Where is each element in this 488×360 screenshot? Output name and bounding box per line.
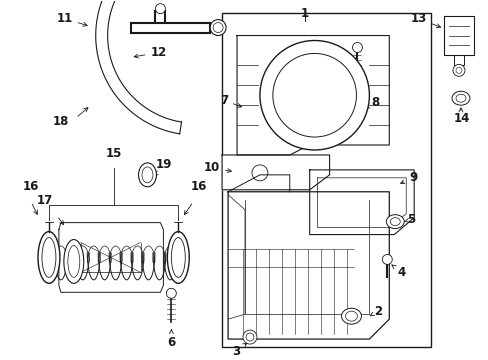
Text: 16: 16 (23, 180, 40, 193)
Circle shape (251, 165, 267, 181)
Text: 18: 18 (53, 115, 69, 128)
Ellipse shape (386, 215, 404, 229)
Ellipse shape (341, 308, 361, 324)
Ellipse shape (138, 163, 156, 187)
Polygon shape (227, 192, 388, 339)
Circle shape (243, 330, 256, 344)
Circle shape (260, 41, 368, 150)
Ellipse shape (38, 231, 60, 283)
Text: 6: 6 (167, 330, 175, 349)
Text: 5: 5 (404, 213, 415, 226)
Text: 3: 3 (231, 343, 246, 357)
Ellipse shape (451, 91, 469, 105)
Ellipse shape (64, 239, 83, 283)
Text: 14: 14 (453, 112, 469, 125)
Ellipse shape (167, 231, 189, 283)
Text: 9: 9 (400, 171, 417, 184)
Text: 11: 11 (57, 12, 87, 26)
Text: 7: 7 (220, 94, 241, 107)
Text: 13: 13 (410, 12, 440, 28)
Circle shape (452, 64, 464, 76)
Text: 16: 16 (190, 180, 206, 193)
Text: 1: 1 (300, 7, 308, 20)
Text: 4: 4 (391, 265, 405, 279)
Text: 10: 10 (203, 161, 231, 174)
Polygon shape (309, 170, 413, 235)
Circle shape (352, 42, 362, 53)
Text: 12: 12 (134, 46, 166, 59)
Circle shape (382, 255, 391, 265)
Text: 15: 15 (105, 147, 122, 160)
Circle shape (155, 4, 165, 14)
Polygon shape (237, 36, 388, 155)
Text: 8: 8 (365, 96, 379, 109)
Circle shape (166, 288, 176, 298)
Text: 19: 19 (155, 158, 171, 171)
Text: 17: 17 (37, 194, 53, 207)
Bar (222, 13, 430, 347)
Polygon shape (222, 155, 329, 190)
Text: 2: 2 (369, 305, 382, 318)
Circle shape (210, 19, 225, 36)
